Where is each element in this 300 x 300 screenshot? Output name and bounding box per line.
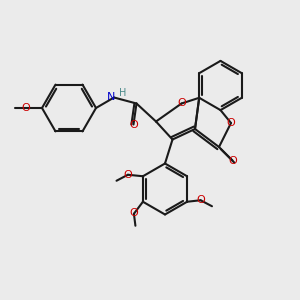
Text: O: O	[123, 170, 132, 180]
Text: N: N	[107, 92, 116, 103]
Text: O: O	[197, 195, 206, 205]
Text: O: O	[129, 119, 138, 130]
Text: H: H	[119, 88, 127, 98]
Text: O: O	[21, 103, 30, 113]
Text: O: O	[130, 208, 138, 218]
Text: O: O	[177, 98, 186, 109]
Text: O: O	[228, 155, 237, 166]
Text: O: O	[226, 118, 236, 128]
